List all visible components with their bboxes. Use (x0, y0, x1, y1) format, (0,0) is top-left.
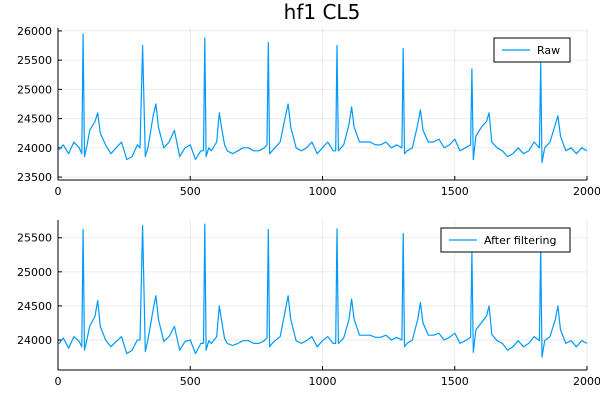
panel-1-y-tick-label: 26000 (17, 25, 52, 38)
panel-2-y-tick-label: 25000 (17, 266, 52, 279)
panel-1-y-tick-label: 24500 (17, 113, 52, 126)
panel-2-x-tick-label: 2000 (573, 375, 600, 388)
panel-2-y-tick-label: 25500 (17, 232, 52, 245)
panel-2: 0 500 1000 1500 2000 24000 24500 25000 25500 Afte… (17, 220, 600, 388)
panel-1-y-tick-label: 23500 (17, 171, 52, 184)
panel-2-series-line-1 (58, 223, 587, 358)
panel-1-y-tick-label: 24000 (17, 142, 52, 155)
panel-2-x-tick-label: 1000 (309, 375, 337, 388)
panel-1-legend-label: Raw (537, 44, 560, 57)
panel-1: 0 500 1000 1500 2000 23500 24000 24500 25000 2550… (17, 25, 600, 198)
panel-1-x-tick-label: 1500 (441, 185, 469, 198)
panel-1-y-tick-label: 25500 (17, 54, 52, 67)
panel-1-series-line-1 (58, 33, 587, 164)
chart-title: hf1 CL5 (284, 0, 361, 24)
panel-2-legend: After filtering (440, 227, 571, 253)
panel-2-y-tick-label: 24000 (17, 334, 52, 347)
panel-2-x-tick-label: 500 (180, 375, 201, 388)
panel-1-x-tick-label: 2000 (573, 185, 600, 198)
panel-1-y-tick-label: 25000 (17, 83, 52, 96)
panel-1-x-tick-label: 1000 (309, 185, 337, 198)
panel-2-legend-label: After filtering (484, 234, 557, 247)
panel-1-x-tick-label: 0 (55, 185, 62, 198)
panel-2-y-tick-label: 24500 (17, 300, 52, 313)
panel-2-x-tick-label: 1500 (441, 375, 469, 388)
panel-2-x-tick-label: 0 (55, 375, 62, 388)
panel-1-legend: Raw (493, 37, 571, 63)
panel-1-x-tick-label: 500 (180, 185, 201, 198)
